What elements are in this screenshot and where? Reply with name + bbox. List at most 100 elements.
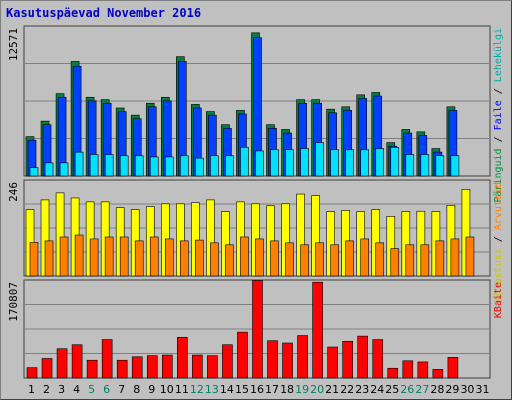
bar-pages bbox=[435, 155, 445, 177]
bar-pages bbox=[360, 149, 370, 177]
x-tick-label: 30 bbox=[460, 383, 474, 396]
bar-sites bbox=[240, 236, 249, 277]
bar-sites bbox=[164, 238, 174, 277]
x-tick-label: 27 bbox=[415, 383, 429, 396]
chart-title: Kasutuspäevad November 2016 bbox=[6, 6, 202, 20]
x-tick-label: 5 bbox=[88, 383, 95, 396]
bar-kbytes bbox=[41, 358, 53, 379]
bar-kbytes bbox=[222, 344, 233, 379]
bar-kbytes bbox=[252, 280, 263, 379]
bar-sites bbox=[74, 234, 84, 277]
bar-sites bbox=[390, 248, 400, 277]
bar-sites bbox=[300, 244, 309, 277]
x-tick-label: 3 bbox=[58, 383, 65, 396]
x-tick-label: 2 bbox=[43, 383, 50, 396]
bar-sites bbox=[134, 240, 144, 277]
panel-middle-legend: Külastusi / Arvuteid bbox=[493, 182, 504, 302]
bar-pages bbox=[300, 148, 309, 177]
x-tick-label: 21 bbox=[325, 383, 339, 396]
bar-pages bbox=[29, 167, 39, 177]
x-tick-label: 31 bbox=[475, 383, 489, 396]
bar-pages bbox=[225, 155, 234, 177]
bar-kbytes bbox=[402, 360, 414, 379]
bar-pages bbox=[89, 154, 99, 177]
panel-bottom-legend: KBaite bbox=[493, 282, 504, 318]
bar-pages bbox=[195, 157, 204, 177]
bar-sites bbox=[450, 238, 460, 277]
x-tick-label: 9 bbox=[148, 383, 155, 396]
bar-pages bbox=[390, 147, 400, 177]
x-tick-label: 11 bbox=[175, 383, 189, 396]
bar-pages bbox=[210, 155, 219, 177]
bar-pages bbox=[255, 150, 264, 177]
x-tick-label: 18 bbox=[280, 383, 294, 396]
bar-pages bbox=[44, 162, 54, 177]
x-tick-label: 10 bbox=[160, 383, 174, 396]
bar-sites bbox=[210, 242, 219, 277]
bar-sites bbox=[285, 242, 294, 277]
bar-kbytes bbox=[327, 346, 338, 379]
bar-pages bbox=[375, 148, 385, 177]
x-tick-label: 8 bbox=[133, 383, 140, 396]
x-tick-label: 7 bbox=[118, 383, 125, 396]
bar-kbytes bbox=[387, 367, 399, 379]
x-tick-label: 14 bbox=[220, 383, 234, 396]
bar-kbytes bbox=[131, 356, 143, 379]
bar-kbytes bbox=[161, 354, 173, 379]
bar-pages bbox=[134, 155, 144, 177]
bar-sites bbox=[270, 240, 279, 277]
bar-kbytes bbox=[86, 359, 98, 379]
bar-kbytes bbox=[56, 348, 68, 379]
bar-sites bbox=[330, 244, 339, 277]
bar-sites bbox=[195, 239, 204, 277]
panel-top-legend: Päringuid / Faile / Lehekülgi bbox=[493, 28, 504, 203]
bar-sites bbox=[360, 238, 370, 277]
bar-kbytes bbox=[101, 339, 113, 379]
bar-kbytes bbox=[297, 335, 308, 379]
bar-kbytes bbox=[342, 340, 353, 379]
x-tick-label: 24 bbox=[370, 383, 384, 396]
bar-pages bbox=[405, 154, 415, 177]
x-tick-label: 4 bbox=[73, 383, 80, 396]
x-tick-label: 1 bbox=[28, 383, 35, 396]
bar-sites bbox=[465, 236, 475, 277]
x-tick-label: 17 bbox=[265, 383, 279, 396]
bar-sites bbox=[59, 236, 69, 277]
bar-sites bbox=[255, 238, 264, 277]
bar-sites bbox=[119, 236, 129, 277]
bar-sites bbox=[405, 244, 415, 277]
bar-kbytes bbox=[267, 340, 278, 379]
x-tick-label: 19 bbox=[295, 383, 309, 396]
bar-kbytes bbox=[71, 344, 83, 379]
bar-sites bbox=[225, 244, 234, 277]
panel-top-ymax-label: 12571 bbox=[7, 28, 20, 61]
bar-kbytes bbox=[357, 335, 369, 379]
bar-kbytes bbox=[432, 369, 444, 379]
bar-kbytes bbox=[447, 357, 459, 379]
bar-sites bbox=[180, 240, 189, 277]
x-tick-label: 16 bbox=[250, 383, 264, 396]
bar-sites bbox=[345, 240, 354, 277]
bar-pages bbox=[180, 155, 189, 177]
bar-kbytes bbox=[282, 342, 293, 379]
x-tick-label: 12 bbox=[190, 383, 204, 396]
bar-sites bbox=[104, 236, 114, 277]
bar-pages bbox=[330, 149, 339, 177]
bar-pages bbox=[345, 149, 354, 177]
x-tick-label: 28 bbox=[430, 383, 444, 396]
bar-pages bbox=[59, 162, 69, 177]
panel-middle-ymax-label: 246 bbox=[7, 182, 20, 202]
bar-kbytes bbox=[192, 354, 203, 379]
x-tick-label: 25 bbox=[385, 383, 399, 396]
bar-kbytes bbox=[372, 339, 384, 379]
bar-sites bbox=[435, 240, 445, 277]
bar-kbytes bbox=[177, 336, 188, 379]
bar-pages bbox=[315, 142, 324, 177]
x-tick-label: 22 bbox=[340, 383, 354, 396]
bar-sites bbox=[44, 240, 54, 277]
x-tick-label: 29 bbox=[445, 383, 459, 396]
x-tick-label: 15 bbox=[235, 383, 249, 396]
x-tick-label: 26 bbox=[400, 383, 414, 396]
bar-sites bbox=[420, 244, 430, 277]
